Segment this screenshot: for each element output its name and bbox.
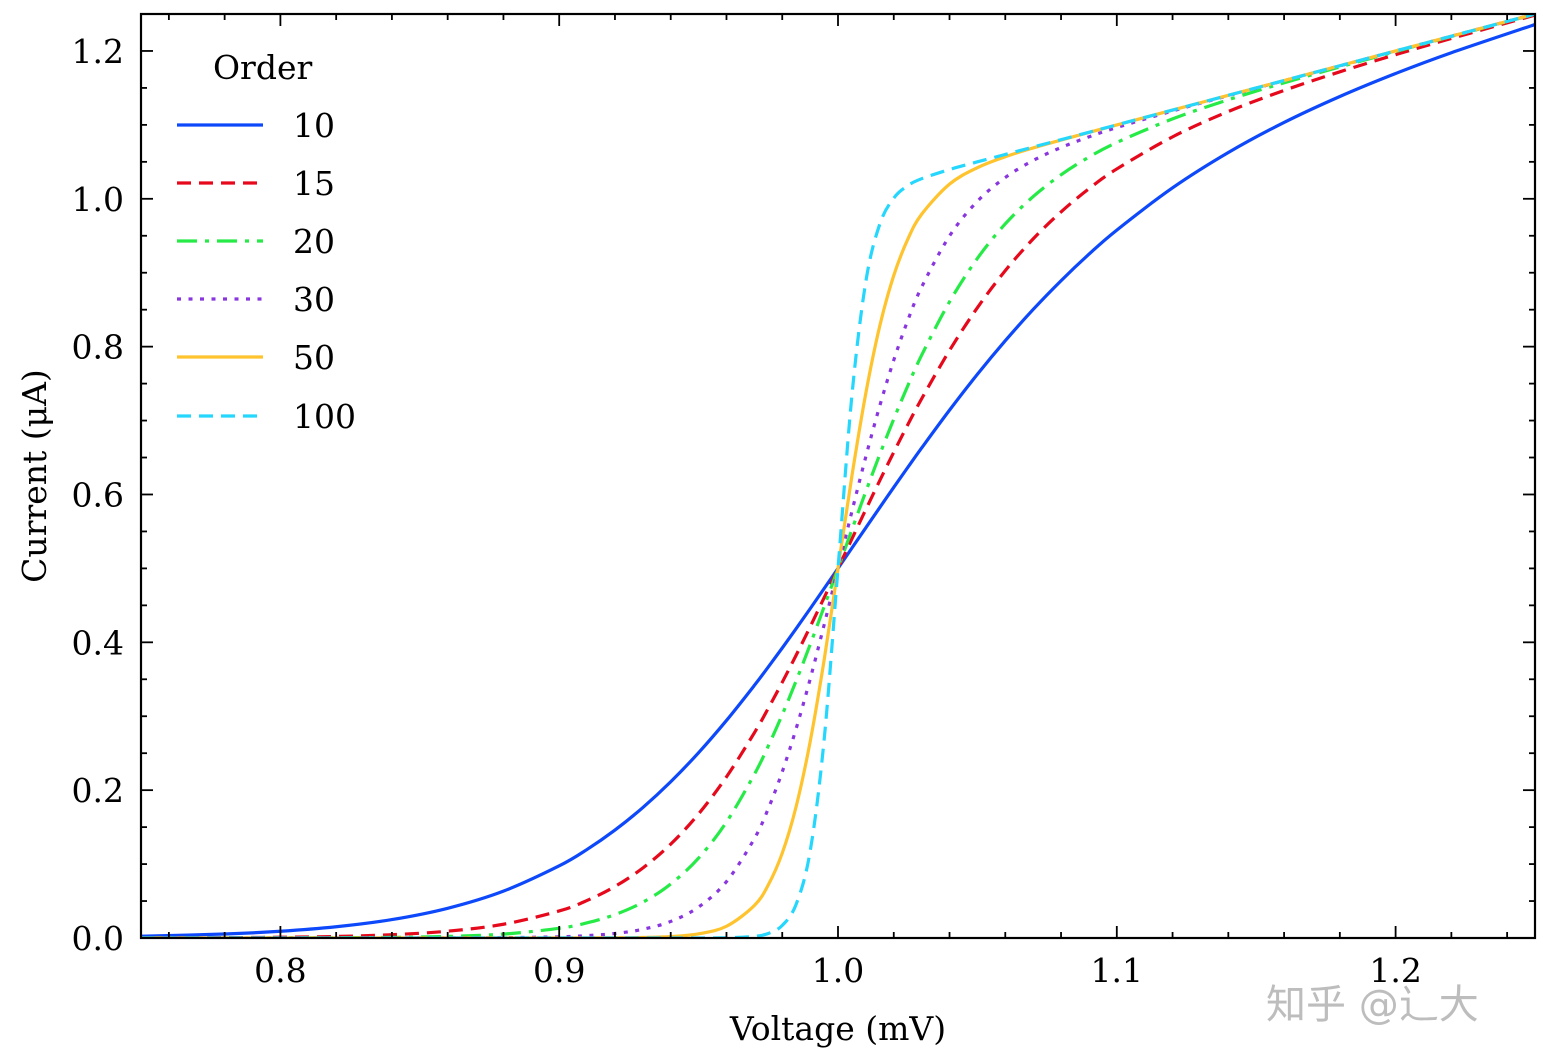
legend-label: 50 [293,338,335,377]
x-axis-label: Voltage (mV) [729,1009,946,1048]
legend: Order 10 15 20 30 50 100 [177,48,356,436]
series-line-50 [141,14,1535,938]
x-tick-label: 1.0 [812,951,864,990]
tick-labels: 0.8 0.9 1.0 1.1 1.2 0.0 0.2 0.4 0.6 0.8 1.0 1.2 [72,32,1422,990]
legend-label: 20 [293,222,335,261]
x-tick-label: 1.2 [1369,951,1421,990]
plot-lines [141,14,1535,938]
series-line-20 [141,14,1535,938]
x-tick-label: 1.1 [1091,951,1143,990]
legend-item-100: 100 [177,397,356,436]
y-tick-label: 1.0 [72,180,124,219]
x-tick-label: 0.8 [254,951,306,990]
legend-item-10: 10 [177,106,335,145]
legend-item-50: 50 [177,338,335,377]
y-tick-label: 0.2 [72,771,124,810]
ticks [141,14,1535,938]
legend-label: 100 [293,397,356,436]
legend-label: 30 [293,280,335,319]
legend-item-30: 30 [177,280,335,319]
series-line-10 [141,22,1535,938]
watermark: 知乎 @辶大 [1266,982,1479,1028]
legend-item-20: 20 [177,222,335,261]
legend-item-15: 15 [177,164,335,203]
y-axis-label: Current (μA) [15,369,54,583]
legend-title: Order [213,48,312,87]
y-tick-label: 0.6 [72,475,124,514]
series-line-30 [141,14,1535,938]
legend-label: 15 [293,164,335,203]
y-tick-label: 0.0 [72,919,124,958]
y-tick-label: 0.4 [72,623,124,662]
series-line-100 [141,14,1535,938]
axes-frame [139,12,1537,940]
y-tick-label: 0.8 [72,328,124,367]
series-line-15 [141,14,1535,938]
x-tick-label: 0.9 [533,951,585,990]
y-tick-label: 1.2 [72,32,124,71]
legend-label: 10 [293,106,335,145]
